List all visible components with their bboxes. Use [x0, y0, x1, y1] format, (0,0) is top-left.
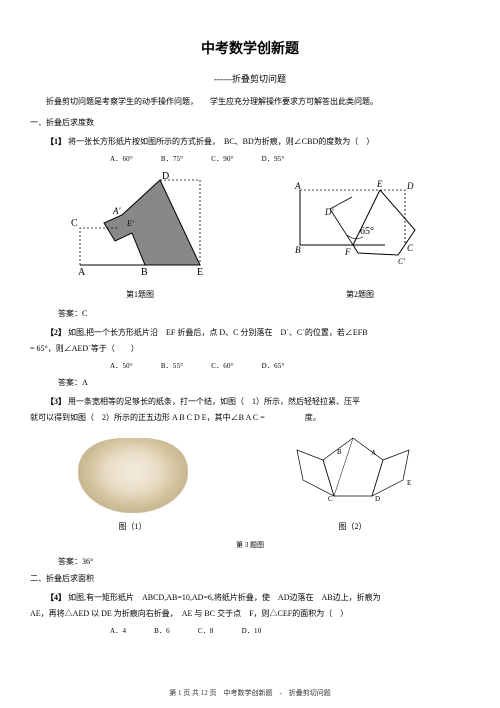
intro-text: 折叠剪切问题是考察学生的动手操作问题， 学生应充分理解操作要求方可解答出此类问题…: [30, 95, 470, 109]
svg-text:C: C: [407, 243, 414, 253]
question-3: 【3】 用一条宽相等的足够长的纸条，打一个结，如图（ 1）所示，然后轻轻拉紧、压…: [30, 394, 470, 426]
q3-text-a: 用一条宽相等的足够长的纸条，打一个结，如图（ 1）所示，然后轻轻拉紧、压平: [68, 397, 360, 406]
question-2: 【2】 如图,把一个长方形纸片沿 EF 折叠后，点 D、C 分别落在 D´、C´…: [30, 325, 470, 357]
q4-choice-b: B．6: [154, 626, 170, 636]
svg-text:B: B: [141, 267, 148, 278]
svg-text:E: E: [197, 267, 203, 278]
svg-text:E': E': [126, 219, 134, 228]
q1-number: 【1】: [46, 137, 66, 146]
q4-text-b: AE，再将△AED 以 DE 为折痕向右折叠， AE 与 BC 交于点 F，则△…: [30, 609, 348, 618]
knot-image: [78, 438, 188, 513]
q2-choice-c: C．60°: [211, 361, 233, 371]
svg-text:D': D': [324, 207, 334, 217]
q1-choice-c: C．90°: [211, 154, 233, 164]
figure-row-2: 图（1） B A E C D 图（2）: [30, 432, 470, 532]
fig1-label: 第1题图: [65, 289, 215, 300]
svg-text:E: E: [407, 479, 411, 487]
section-2-header: 二．折叠后求面积: [30, 573, 470, 584]
svg-text:A': A': [112, 206, 121, 216]
svg-text:B: B: [337, 448, 342, 456]
question-4: 【4】 如图,有一矩形纸片 ABCD,AB=10,AD=6,将纸片折叠，使 AD…: [30, 590, 470, 622]
figure-2: A E D B F C D' C' 65° 第2题图: [285, 175, 435, 300]
svg-text:D: D: [375, 495, 380, 503]
fig2-label: 第2题图: [285, 289, 435, 300]
svg-text:A: A: [78, 267, 86, 278]
svg-text:D: D: [162, 171, 169, 182]
q4-choice-c: C．8: [198, 626, 214, 636]
q4-number: 【4】: [46, 593, 66, 602]
fig3-caption: 第 3 题图: [30, 540, 470, 550]
fig3-2-label: 图（2）: [283, 521, 423, 532]
q2-text-a: 如图,把一个长方形纸片沿 EF 折叠后，点 D、C 分别落在 D´、C´的位置，…: [68, 328, 368, 337]
q2-choices: A．50° B．55° C．60° D．65°: [110, 361, 470, 371]
page-footer: 第 1 页 共 12 页 中考数学创新题 - 折叠剪切问题: [0, 688, 500, 698]
svg-text:D: D: [406, 181, 414, 191]
q2-choice-d: D．65°: [262, 361, 285, 371]
q2-number: 【2】: [46, 328, 66, 337]
fig3-1-label: 图（1）: [78, 521, 188, 532]
question-1: 【1】 将一张长方形纸片按如图所示的方式折叠， BC、BD为折痕，则∠CBD的度…: [30, 134, 470, 150]
q2-choice-b: B．55°: [161, 361, 183, 371]
figure-3-2: B A E C D 图（2）: [283, 432, 423, 532]
page-subtitle: ------折叠剪切问题: [30, 72, 470, 85]
svg-text:B: B: [295, 245, 301, 255]
q1-choice-d: D．95°: [262, 154, 285, 164]
q1-choices: A．60° B．75° C．90° D．95°: [110, 154, 470, 164]
q1-text: 将一张长方形纸片按如图所示的方式折叠， BC、BD为折痕，则∠CBD的度数为（ …: [68, 137, 374, 146]
figure-3-1: 图（1）: [78, 438, 188, 532]
q4-choices: A．4 B．6 C．8 D．10: [110, 626, 470, 636]
q1-answer: 答案：C: [58, 308, 470, 319]
svg-text:C: C: [71, 218, 78, 229]
q3-text-b: 就可以得到如图（ 2）所示的正五边形 A B C D E，其中∠B A C = …: [30, 413, 321, 422]
svg-text:C': C': [398, 257, 405, 266]
svg-text:A: A: [371, 449, 376, 457]
fig2-angle: 65°: [360, 226, 374, 237]
q2-answer: 答案：A: [58, 377, 470, 388]
q1-choice-a: A．60°: [110, 154, 133, 164]
q3-number: 【3】: [46, 397, 66, 406]
svg-text:C: C: [328, 495, 333, 503]
q1-choice-b: B．75°: [161, 154, 183, 164]
svg-text:A: A: [294, 181, 301, 191]
section-1-header: 一．折叠后求度数: [30, 117, 470, 128]
page-title: 中考数学创新题: [30, 38, 470, 58]
figure-1: A B E C D A' E' 第1题图: [65, 170, 215, 300]
q3-answer: 答案：36°: [58, 556, 470, 567]
svg-text:E: E: [376, 179, 383, 189]
q4-choice-d: D．10: [242, 626, 262, 636]
figure-row-1: A B E C D A' E' 第1题图 A E D B F C D' C' 6…: [30, 170, 470, 300]
q2-text-b: = 65°，则∠AED´等于（ ）: [30, 344, 139, 353]
svg-text:F: F: [344, 247, 351, 257]
q2-choice-a: A．50°: [110, 361, 133, 371]
q4-choice-a: A．4: [110, 626, 126, 636]
q4-text-a: 如图,有一矩形纸片 ABCD,AB=10,AD=6,将纸片折叠，使 AD边落在 …: [68, 593, 381, 602]
